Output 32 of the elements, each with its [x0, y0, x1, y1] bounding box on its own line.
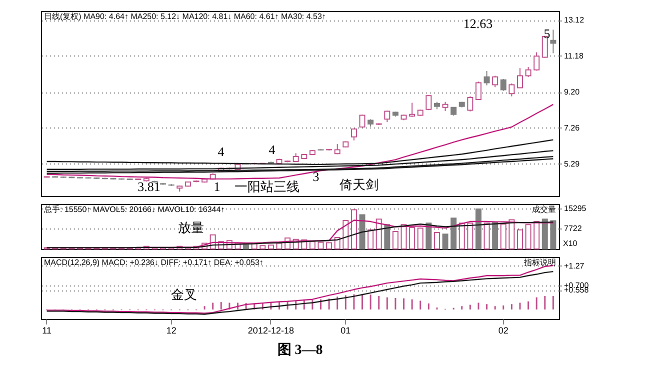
caption: 图 3—8	[277, 342, 323, 358]
annotation: 指标说明	[523, 258, 556, 267]
annotation: MACD(12,26,9) MACD: +0.236↓ DIFF: +0.171↑ DEA: +0.053↑	[44, 258, 264, 267]
annotation: 总手: 15550↑ MAVOL5: 20166↓ MAVOL10: 16344↑	[43, 205, 225, 214]
annotation: 倚天剑	[340, 177, 378, 192]
y-tick-label: 5.29	[564, 159, 580, 168]
y-tick-label: 7722	[564, 224, 582, 233]
x-tick-label: 12	[166, 326, 176, 336]
annotation: 一阳站三线	[234, 179, 300, 194]
y-tick-label: 15295	[564, 204, 587, 213]
x-tick-label: 11	[42, 326, 52, 336]
annotation: 12.63	[463, 16, 493, 31]
y-tick-label: +1.27	[564, 261, 585, 270]
annotation: 1	[214, 179, 220, 194]
annotation: 4	[218, 144, 225, 159]
y-tick-label: 13.12	[564, 16, 585, 25]
annotation: 成交量	[532, 205, 556, 214]
y-axis-title: X10	[563, 239, 578, 248]
annotation: 日线(复权) MA90: 4.64↑ MA250: 5.12↓ MA120: 4.81↓ MA60: 4.61↑ MA30: 4.53↑	[44, 12, 326, 21]
annotation: 放量	[178, 220, 204, 235]
x-tick-label: 2012-12-18	[248, 326, 294, 336]
annotation: 3.81	[138, 179, 160, 194]
annotation: 5	[544, 26, 550, 41]
y-tick-label: +0.558	[564, 286, 590, 295]
annotation: 金叉	[171, 287, 197, 302]
y-tick-label: 7.26	[564, 123, 580, 132]
y-tick-label: 9.20	[564, 88, 580, 97]
annotation: 4	[268, 142, 276, 157]
annotation: 3	[312, 169, 320, 184]
y-tick-label: 11.18	[564, 51, 584, 60]
x-tick-label: 01	[340, 326, 351, 336]
x-tick-label: 02	[498, 326, 508, 336]
